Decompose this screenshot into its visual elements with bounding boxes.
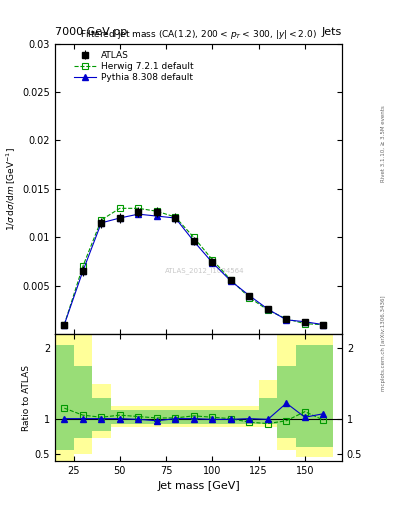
Y-axis label: $1/\sigma\,\mathrm{d}\sigma/\mathrm{d}m\;[\mathrm{GeV}^{-1}]$: $1/\sigma\,\mathrm{d}\sigma/\mathrm{d}m\… <box>5 147 18 231</box>
Herwig 7.2.1 default <box>154 208 159 215</box>
X-axis label: Jet mass [GeV]: Jet mass [GeV] <box>157 481 240 491</box>
Pythia 8.308 default <box>247 292 252 298</box>
Pythia 8.308 default <box>228 278 233 284</box>
Herwig 7.2.1 default <box>99 217 104 223</box>
Pythia 8.308 default <box>210 260 215 266</box>
Text: mcplots.cern.ch [arXiv:1306.3436]: mcplots.cern.ch [arXiv:1306.3436] <box>381 295 386 391</box>
Pythia 8.308 default <box>99 220 104 226</box>
Text: 7000 GeV pp: 7000 GeV pp <box>55 27 127 37</box>
Text: Filtered jet mass (CA(1.2), 200$<\,p_T<\,$300, $|y|<$2.0): Filtered jet mass (CA(1.2), 200$<\,p_T<\… <box>80 28 317 40</box>
Pythia 8.308 default <box>62 322 67 328</box>
Herwig 7.2.1 default <box>173 214 178 220</box>
Text: ATLAS_2012_I1094564: ATLAS_2012_I1094564 <box>164 267 244 274</box>
Pythia 8.308 default <box>173 215 178 221</box>
Pythia 8.308 default <box>81 268 85 274</box>
Pythia 8.308 default <box>303 318 307 325</box>
Line: Pythia 8.308 default: Pythia 8.308 default <box>61 211 326 328</box>
Herwig 7.2.1 default <box>321 322 326 328</box>
Text: Jets: Jets <box>321 27 342 37</box>
Legend: ATLAS, Herwig 7.2.1 default, Pythia 8.308 default: ATLAS, Herwig 7.2.1 default, Pythia 8.30… <box>74 51 194 82</box>
Herwig 7.2.1 default <box>210 257 215 263</box>
Herwig 7.2.1 default <box>81 263 85 269</box>
Pythia 8.308 default <box>136 211 141 217</box>
Text: Rivet 3.1.10, ≥ 3.5M events: Rivet 3.1.10, ≥ 3.5M events <box>381 105 386 182</box>
Y-axis label: Ratio to ATLAS: Ratio to ATLAS <box>22 365 31 431</box>
Pythia 8.308 default <box>266 306 270 312</box>
Herwig 7.2.1 default <box>118 205 122 211</box>
Herwig 7.2.1 default <box>191 234 196 241</box>
Pythia 8.308 default <box>321 322 326 328</box>
Line: Herwig 7.2.1 default: Herwig 7.2.1 default <box>61 205 326 328</box>
Pythia 8.308 default <box>191 238 196 244</box>
Herwig 7.2.1 default <box>284 316 289 322</box>
Pythia 8.308 default <box>118 215 122 221</box>
Herwig 7.2.1 default <box>62 322 67 328</box>
Herwig 7.2.1 default <box>228 277 233 283</box>
Herwig 7.2.1 default <box>303 321 307 327</box>
Herwig 7.2.1 default <box>247 294 252 301</box>
Herwig 7.2.1 default <box>266 307 270 313</box>
Herwig 7.2.1 default <box>136 205 141 211</box>
Pythia 8.308 default <box>154 213 159 219</box>
Pythia 8.308 default <box>284 317 289 323</box>
